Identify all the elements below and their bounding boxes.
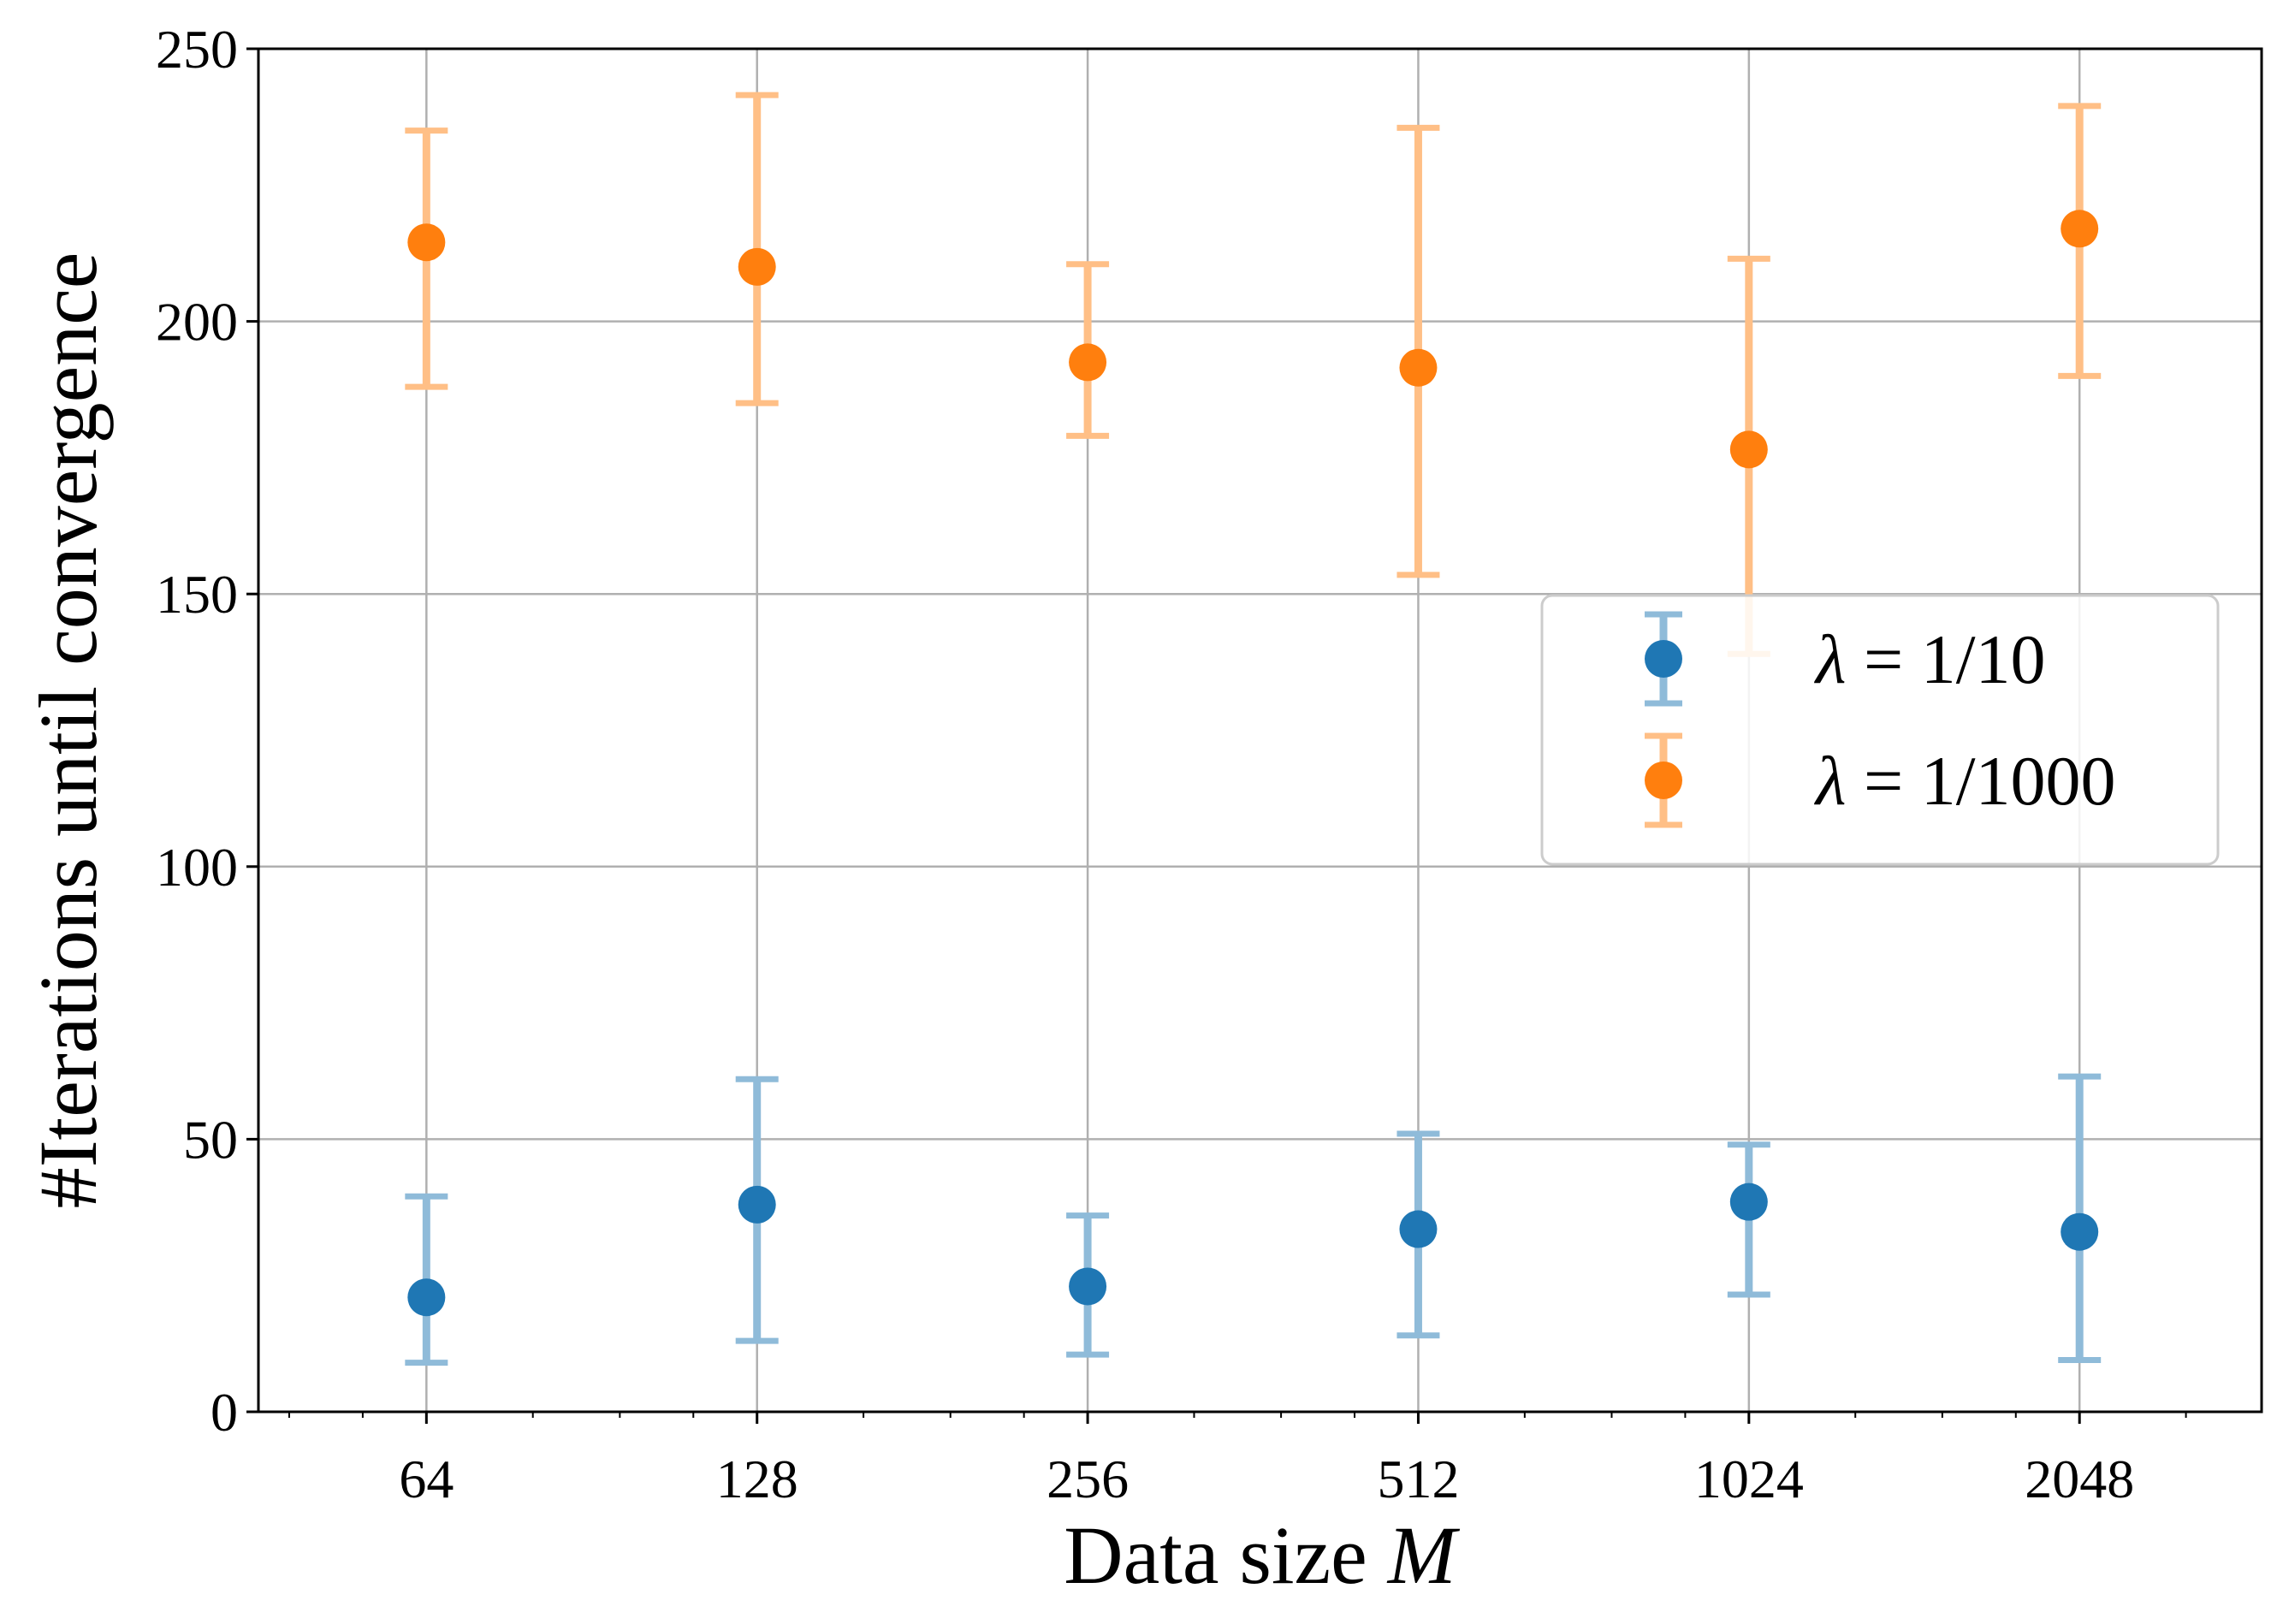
data-point-series-2 [2061,210,2099,248]
y-tick-label: 50 [183,1109,238,1170]
data-point-series-1 [407,1278,446,1317]
data-point-series-2 [1399,348,1438,387]
x-tick-label: 2048 [2025,1449,2134,1509]
legend-entry: λ = 1/1000 [1645,732,2116,828]
x-tick-label: 512 [1377,1449,1459,1509]
tick-labels: 64 128 256 512 1024 2048 0 50 100 150 200 250 [156,19,2134,1509]
y-tick-label: 250 [156,19,238,80]
legend-entry: λ = 1/10 [1645,611,2046,707]
x-tick-label: 256 [1047,1449,1129,1509]
legend-marker [1645,762,1682,799]
data-points [407,210,2099,1317]
x-tick-label: 128 [716,1449,798,1509]
legend-label: λ = 1/1000 [1814,742,2116,820]
legend-label: λ = 1/10 [1814,620,2046,698]
x-axis-title: Data size M [1064,1509,1460,1601]
plot-frame [257,47,2263,1414]
legend-box [1540,594,2220,866]
y-tick-label: 0 [211,1382,238,1443]
data-point-series-1 [1069,1267,1107,1306]
data-point-series-2 [1069,343,1107,382]
y-axis-title: #Iterations until convergence [22,252,114,1209]
data-point-series-2 [738,247,776,286]
x-tick-label: 1024 [1694,1449,1804,1509]
data-point-series-2 [1729,430,1768,469]
data-point-series-1 [1729,1182,1768,1221]
y-tick-label: 100 [156,837,238,898]
legend-marker [1645,640,1682,678]
data-point-series-1 [2061,1212,2099,1251]
ticks [246,47,2187,1424]
data-point-series-2 [407,223,446,262]
y-tick-label: 200 [156,292,238,353]
x-tick-label: 64 [399,1449,454,1509]
y-tick-label: 150 [156,564,238,625]
data-point-series-1 [738,1185,776,1224]
data-point-series-1 [1399,1210,1438,1248]
legend: λ = 1/10 λ = 1/1000 [1540,594,2220,866]
